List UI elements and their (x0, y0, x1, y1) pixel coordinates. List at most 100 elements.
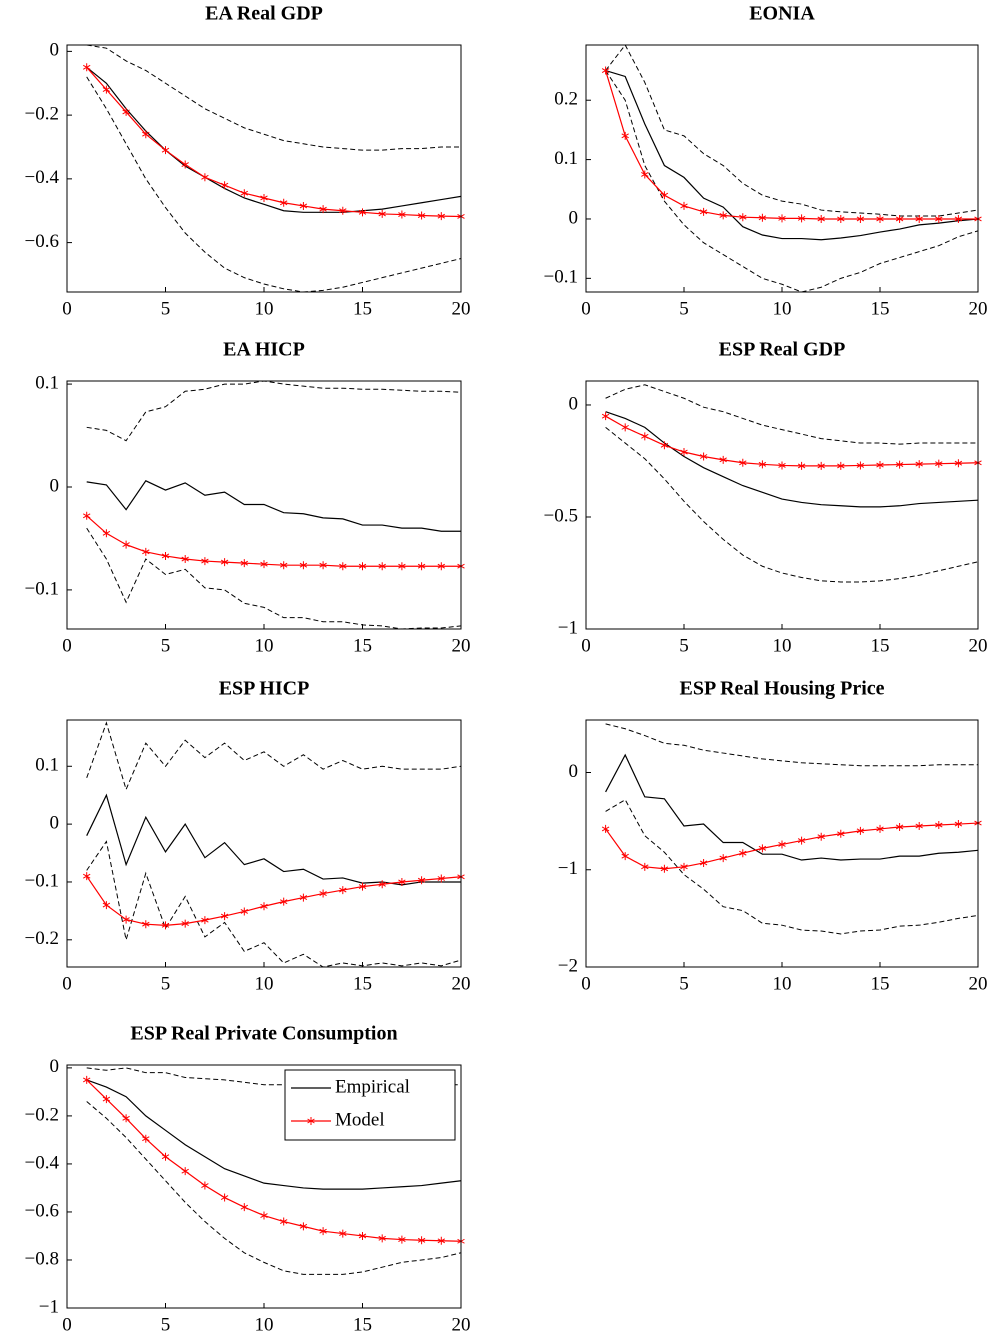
star-marker (856, 826, 865, 835)
series-line (86, 66, 461, 213)
star-marker (299, 1222, 308, 1231)
star-marker (181, 919, 189, 928)
y-tick-label: 0.2 (554, 89, 578, 110)
axes-frame (66, 1064, 462, 1309)
star-marker (699, 207, 708, 216)
star-marker (797, 461, 806, 470)
x-tick-label: 10 (773, 298, 792, 319)
star-marker (142, 1134, 150, 1143)
star-marker (181, 160, 189, 169)
star-marker (279, 897, 288, 906)
star-marker (161, 146, 170, 155)
x-tick-label: 0 (581, 635, 591, 656)
star-marker (181, 555, 189, 564)
y-tick-label: −0.6 (25, 1200, 59, 1221)
star-marker (719, 455, 727, 464)
x-tick-label: 20 (452, 298, 471, 319)
star-marker (142, 130, 150, 139)
y-tick-label: −0.8 (25, 1248, 59, 1269)
subplot: ESP Real Housing Price 0 5 10 15 20 −2 −1 0 (558, 678, 988, 995)
series-line (605, 45, 978, 217)
series-line (605, 753, 978, 861)
series-line (86, 381, 461, 442)
star-marker (378, 880, 386, 889)
series-line (86, 1101, 461, 1275)
star-marker (260, 1211, 268, 1220)
series-line (86, 1079, 461, 1190)
series-line (86, 76, 461, 292)
star-marker (260, 902, 268, 911)
axes-frame (66, 380, 462, 630)
star-marker (240, 189, 249, 198)
series-line (86, 840, 461, 967)
star-marker (437, 1236, 446, 1245)
star-marker (161, 1152, 170, 1161)
y-tick-label: −0.4 (25, 1152, 60, 1173)
x-tick-label: 20 (452, 973, 471, 994)
star-marker (699, 452, 708, 461)
star-marker (299, 893, 308, 902)
star-marker (660, 441, 669, 450)
star-marker (339, 206, 347, 215)
star-marker (895, 822, 904, 831)
series-line (605, 426, 978, 583)
series-line (605, 69, 978, 241)
series-line (605, 799, 978, 935)
star-marker (122, 1114, 130, 1123)
star-marker (437, 562, 446, 571)
star-marker (837, 829, 845, 838)
star-marker (220, 181, 229, 190)
y-tick-label: −0.5 (544, 505, 578, 526)
subplot: ESP HICP 0 5 10 15 20 −0.2 −0.1 0 0.1 (25, 678, 471, 995)
star-marker (680, 448, 688, 457)
x-tick-label: 15 (871, 973, 890, 994)
star-marker (660, 864, 669, 873)
y-tick-label: −1 (39, 1296, 59, 1317)
axes-frame (585, 719, 979, 968)
star-marker (279, 198, 288, 207)
star-marker (895, 214, 904, 223)
star-marker (915, 214, 923, 223)
chart-title: ESP HICP (219, 678, 310, 700)
x-tick-label: 10 (773, 635, 792, 656)
star-marker (876, 214, 884, 223)
star-marker (641, 170, 649, 179)
series-line (605, 70, 978, 292)
x-tick-label: 5 (679, 298, 689, 319)
x-tick-label: 5 (161, 973, 171, 994)
star-marker (279, 1217, 288, 1226)
y-tick-label: −0.1 (25, 870, 59, 891)
x-tick-label: 10 (255, 1314, 274, 1335)
axes-frame (585, 44, 979, 293)
y-tick-label: 0 (50, 1056, 60, 1077)
plot-area (86, 45, 461, 292)
star-marker (699, 858, 708, 867)
star-marker (837, 461, 845, 470)
y-tick-label: 0 (50, 812, 60, 833)
star-marker (358, 562, 367, 571)
star-marker (82, 63, 91, 72)
star-marker (915, 460, 923, 469)
star-marker (398, 877, 406, 886)
star-marker (641, 432, 649, 441)
star-marker (621, 423, 629, 432)
star-marker (935, 459, 943, 468)
star-marker (122, 107, 130, 116)
star-marker (954, 459, 963, 468)
star-marker (895, 460, 904, 469)
star-marker (797, 214, 806, 223)
x-tick-label: 5 (161, 635, 171, 656)
star-marker (417, 876, 426, 885)
star-marker (378, 562, 386, 571)
plot-area (86, 721, 461, 967)
series-line (605, 411, 978, 508)
star-marker (778, 461, 786, 470)
star-marker (739, 458, 747, 467)
star-marker (161, 921, 170, 930)
plot-area (605, 45, 978, 292)
y-tick-label: −1 (558, 858, 578, 879)
star-marker (102, 901, 111, 910)
star-marker (601, 66, 610, 75)
x-tick-label: 15 (353, 1314, 372, 1335)
y-tick-label: −0.4 (25, 167, 60, 188)
